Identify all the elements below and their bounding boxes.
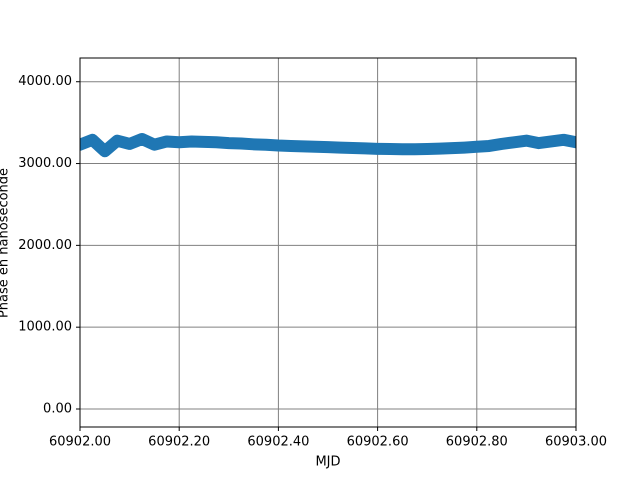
y-tick-label: 3000.00 [18,156,72,171]
data-line [80,133,576,158]
x-tick-label: 60902.20 [148,435,210,450]
y-axis-label: Phase en nanoseconde [0,168,12,318]
y-tick-label: 0.00 [43,402,72,417]
y-tick-label: 1000.00 [18,320,72,335]
x-tick-label: 60902.40 [247,435,309,450]
x-tick-label: 60902.60 [347,435,409,450]
x-axis-label: MJD [315,455,340,470]
x-tick-label: 60902.00 [49,435,111,450]
y-tick-label: 4000.00 [18,74,72,89]
x-tick-label: 60902.80 [446,435,508,450]
y-tick-label: 2000.00 [18,238,72,253]
x-tick-label: 60903.00 [545,435,607,450]
plot-frame [79,57,577,428]
